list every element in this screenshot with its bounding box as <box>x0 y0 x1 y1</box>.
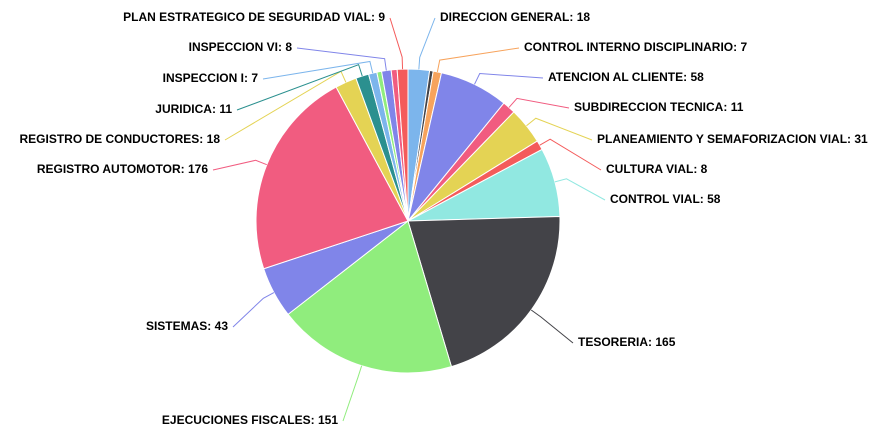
data-label: INSPECCION I: 7 <box>163 71 259 85</box>
label-value: 8 <box>701 162 708 176</box>
label-sep: : <box>212 102 219 116</box>
data-label: REGISTRO AUTOMOTOR: 176 <box>37 162 208 176</box>
leader-line <box>530 309 574 344</box>
data-label: CONTROL INTERNO DISCIPLINARIO: 7 <box>524 40 747 54</box>
data-label: REGISTRO DE CONDUCTORES: 18 <box>20 132 221 146</box>
data-label: INSPECCION VI: 8 <box>189 40 293 54</box>
label-value: 58 <box>690 70 704 84</box>
label-value: 31 <box>854 132 868 146</box>
label-sep: : <box>199 132 206 146</box>
leader-line <box>418 17 436 70</box>
label-value: 7 <box>251 71 258 85</box>
leader-line <box>342 365 363 422</box>
label-name: INSPECCION VI <box>189 40 278 54</box>
label-sep: : <box>683 70 690 84</box>
data-label: TESORERIA: 165 <box>578 335 676 349</box>
leader-line <box>436 47 520 72</box>
label-value: 18 <box>577 10 591 24</box>
label-name: ATENCION AL CLIENTE <box>548 70 683 84</box>
data-label: PLAN ESTRATEGICO DE SEGURIDAD VIAL: 9 <box>123 10 385 24</box>
label-value: 151 <box>318 413 338 427</box>
leader-line <box>236 63 363 111</box>
label-sep: : <box>207 319 214 333</box>
pie-slice <box>255 86 409 270</box>
leader-line <box>212 159 267 171</box>
data-label: ATENCION AL CLIENTE: 58 <box>548 70 704 84</box>
data-label: CONTROL VIAL: 58 <box>610 192 721 206</box>
label-name: PLANEAMIENTO Y SEMAFORIZACION VIAL <box>597 132 847 146</box>
label-value: 43 <box>215 319 229 333</box>
label-name: INSPECCION I <box>163 71 244 85</box>
leader-line <box>474 73 544 85</box>
label-name: CULTURA VIAL <box>606 162 693 176</box>
pie-slice <box>396 68 409 222</box>
label-value: 176 <box>188 162 208 176</box>
label-value: 18 <box>207 132 221 146</box>
label-sep: : <box>700 192 707 206</box>
leader-line <box>539 138 602 171</box>
label-value: 7 <box>740 40 747 54</box>
label-value: 165 <box>655 335 675 349</box>
leader-line <box>526 117 593 141</box>
leader-line <box>389 17 404 70</box>
label-sep: : <box>733 40 740 54</box>
label-sep: : <box>181 162 188 176</box>
label-name: REGISTRO DE CONDUCTORES <box>20 132 200 146</box>
label-name: DIRECCION GENERAL <box>440 10 569 24</box>
label-value: 11 <box>731 100 744 114</box>
label-value: 58 <box>707 192 721 206</box>
label-sep: : <box>569 10 576 24</box>
label-value: 9 <box>378 10 385 24</box>
label-name: CONTROL VIAL <box>610 192 700 206</box>
leader-line <box>296 47 387 71</box>
data-label: SISTEMAS: 43 <box>146 319 228 333</box>
leader-line <box>508 97 570 109</box>
label-sep: : <box>847 132 854 146</box>
data-label: SUBDIRECCION TECNICA: 11 <box>574 100 744 114</box>
label-sep: : <box>723 100 730 114</box>
data-label: CULTURA VIAL: 8 <box>606 162 708 176</box>
leader-line <box>232 292 275 328</box>
label-sep: : <box>648 335 655 349</box>
label-value: 11 <box>219 102 232 116</box>
label-name: EJECUCIONES FISCALES <box>162 413 311 427</box>
label-name: TESORERIA <box>578 335 648 349</box>
label-sep: : <box>244 71 251 85</box>
label-sep: : <box>693 162 700 176</box>
label-sep: : <box>311 413 318 427</box>
label-name: SUBDIRECCION TECNICA <box>574 100 724 114</box>
label-value: 8 <box>285 40 292 54</box>
data-label: DIRECCION GENERAL: 18 <box>440 10 590 24</box>
data-label: PLANEAMIENTO Y SEMAFORIZACION VIAL: 31 <box>597 132 868 146</box>
data-label: EJECUCIONES FISCALES: 151 <box>162 413 338 427</box>
label-name: CONTROL INTERNO DISCIPLINARIO <box>524 40 733 54</box>
label-sep: : <box>278 40 285 54</box>
data-label: JURIDICA: 11 <box>155 102 232 116</box>
label-name: JURIDICA <box>155 102 212 116</box>
label-sep: : <box>371 10 378 24</box>
leader-line <box>554 178 606 201</box>
label-name: PLAN ESTRATEGICO DE SEGURIDAD VIAL <box>123 10 371 24</box>
label-name: REGISTRO AUTOMOTOR <box>37 162 181 176</box>
label-name: SISTEMAS <box>146 319 207 333</box>
leader-line <box>262 60 374 80</box>
